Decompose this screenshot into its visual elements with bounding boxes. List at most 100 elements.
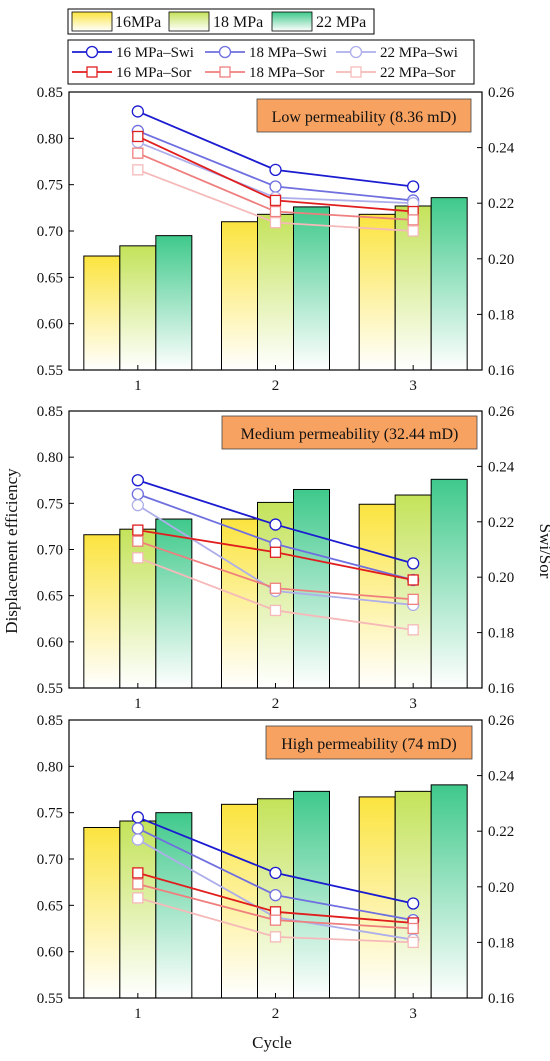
legend-label-18-mpa-sor: 18 MPa–Sor (249, 65, 324, 81)
right-tick-label: 0.24 (488, 141, 515, 157)
point-22-mpa-sor-cycle-1 (132, 164, 144, 176)
panel-medium-permeability-32-44-md: 0.55 0.60 0.65 0.70 0.75 0.80 0.85 0.16 0.18 0.20… (37, 404, 515, 712)
point-16-mpa-sor-cycle-2 (269, 546, 282, 558)
legend-label-22-mpa-swi: 22 MPa–Swi (380, 45, 458, 61)
left-tick-label: 0.80 (37, 759, 63, 775)
legend-label-16mpa: 16MPa (115, 14, 161, 31)
left-tick-label: 0.65 (37, 589, 63, 605)
x-tick-label: 2 (272, 696, 280, 712)
right-tick-label: 0.24 (488, 769, 515, 785)
point-16-mpa-sor-cycle-1 (132, 524, 144, 536)
point-22-mpa-sor-cycle-3 (407, 936, 419, 949)
x-tick-label: 3 (409, 1006, 417, 1022)
point-18-mpa-sor-cycle-2 (269, 205, 282, 218)
bar-legend-frame (67, 8, 375, 35)
x-tick-label: 3 (409, 696, 417, 712)
point-22-mpa-sor-cycle-2 (269, 217, 282, 229)
legend-item-18-mpa-swi: 18 MPa–Swi (205, 45, 327, 61)
line-legend: 16 MPa–Swi 18 MPa–Swi 22 MPa–Swi 16 MPa–Sor… (67, 39, 475, 85)
left-tick-label: 0.65 (37, 270, 63, 286)
right-tick-label: 0.26 (488, 713, 515, 729)
left-tick-label: 0.80 (37, 131, 63, 147)
left-axis-title: Displacement efficiency (2, 468, 21, 634)
point-22-mpa-swi-cycle-1 (131, 499, 144, 512)
point-22-mpa-swi-cycle-1 (131, 833, 144, 846)
right-tick-label: 0.24 (488, 459, 515, 475)
bar-18-mpa-cycle-3 (394, 494, 432, 689)
point-16-mpa-swi-cycle-3 (407, 180, 420, 193)
bar-18-mpa-cycle-2 (257, 213, 294, 371)
panel-title-box (256, 98, 472, 133)
panel-title-box (265, 725, 473, 760)
legend-label-18-mpa-swi: 18 MPa–Swi (249, 45, 327, 61)
x-axis: 1 2 3 (134, 683, 417, 712)
panel-low-permeability-8-36-md: 0.55 0.60 0.65 0.70 0.75 0.80 0.85 0.16 0.18 0.20… (37, 85, 515, 394)
point-18-mpa-sor-cycle-1 (132, 878, 144, 890)
bar-16mpa-cycle-1 (83, 826, 121, 999)
point-16-mpa-swi-cycle-1 (131, 474, 144, 487)
right-axis: 0.16 0.18 0.20 0.22 0.24 0.26 (477, 85, 515, 379)
bar-18-mpa-cycle-1 (119, 820, 157, 999)
x-tick-label: 2 (272, 378, 280, 394)
x-tick-label: 1 (134, 378, 142, 394)
panel-title: High permeability (74 mD) (281, 736, 457, 753)
x-tick-label: 3 (409, 378, 417, 394)
point-16-mpa-swi-cycle-2 (269, 866, 282, 880)
legend-label-22mpa: 22 MPa (316, 14, 366, 31)
bar-22-mpa-cycle-3 (430, 197, 468, 371)
point-18-mpa-sor-cycle-3 (407, 922, 419, 935)
legend-label-22-mpa-sor: 22 MPa–Sor (380, 65, 455, 81)
x-tick-label: 1 (134, 696, 142, 712)
left-tick-label: 0.75 (37, 806, 63, 822)
right-axis-title: Swi/Sor (536, 524, 550, 579)
right-tick-label: 0.18 (488, 626, 514, 642)
left-tick-label: 0.55 (37, 363, 63, 379)
left-tick-label: 0.75 (37, 496, 63, 512)
bar-22-mpa-cycle-1 (155, 235, 193, 371)
left-axis: 0.55 0.60 0.65 0.70 0.75 0.80 0.85 (37, 713, 74, 1007)
point-16-mpa-sor-cycle-2 (269, 194, 282, 207)
bar-legend: 16MPa 18 MPa 22 MPa (67, 8, 375, 35)
left-tick-label: 0.75 (37, 178, 63, 194)
point-22-mpa-sor-cycle-1 (132, 892, 144, 904)
point-22-mpa-sor-cycle-3 (407, 225, 419, 237)
bar-22-mpa-cycle-2 (293, 790, 330, 999)
point-18-mpa-swi-cycle-1 (131, 487, 144, 501)
point-16-mpa-swi-cycle-1 (131, 105, 144, 118)
left-axis: 0.55 0.60 0.65 0.70 0.75 0.80 0.85 (37, 404, 74, 697)
right-tick-label: 0.20 (488, 252, 514, 268)
legend-swatch-22mpa (271, 11, 313, 32)
right-tick-label: 0.16 (488, 991, 515, 1007)
bar-18-mpa-cycle-1 (119, 245, 157, 371)
legend-item-16-mpa-sor: 16 MPa–Sor (72, 65, 191, 81)
right-tick-label: 0.18 (488, 935, 514, 951)
bar-16mpa-cycle-2 (221, 221, 258, 371)
lines (131, 474, 420, 636)
left-tick-label: 0.55 (37, 991, 63, 1007)
panel-high-permeability-74-md: 0.55 0.60 0.65 0.70 0.75 0.80 0.85 0.16 0.18 0.20… (37, 713, 515, 1022)
legend-label-18mpa: 18 MPa (213, 14, 263, 31)
point-18-mpa-sor-cycle-1 (132, 535, 144, 547)
point-22-mpa-sor-cycle-2 (269, 604, 282, 617)
lines (131, 811, 420, 949)
point-16-mpa-sor-cycle-1 (132, 130, 144, 143)
point-22-mpa-sor-cycle-3 (407, 624, 419, 636)
point-16-mpa-swi-cycle-2 (269, 518, 282, 531)
legend-marker-16-mpa-swi (85, 45, 99, 59)
legend-swatch-16mpa (71, 11, 113, 32)
right-tick-label: 0.20 (488, 570, 514, 586)
point-16-mpa-swi-cycle-3 (407, 897, 420, 910)
legend-marker-22-mpa-swi (349, 45, 363, 59)
point-18-mpa-swi-cycle-2 (269, 888, 282, 902)
point-18-mpa-sor-cycle-2 (269, 582, 282, 594)
bars (83, 784, 468, 999)
left-tick-label: 0.60 (37, 635, 63, 651)
bar-22-mpa-cycle-2 (293, 206, 330, 371)
legend-swatch-18mpa (168, 11, 210, 32)
right-tick-label: 0.26 (488, 85, 515, 101)
right-tick-label: 0.18 (488, 307, 514, 323)
legend-marker-22-mpa-sor (350, 66, 362, 78)
point-18-mpa-sor-cycle-3 (407, 593, 419, 606)
line-legend-frame (67, 39, 475, 85)
